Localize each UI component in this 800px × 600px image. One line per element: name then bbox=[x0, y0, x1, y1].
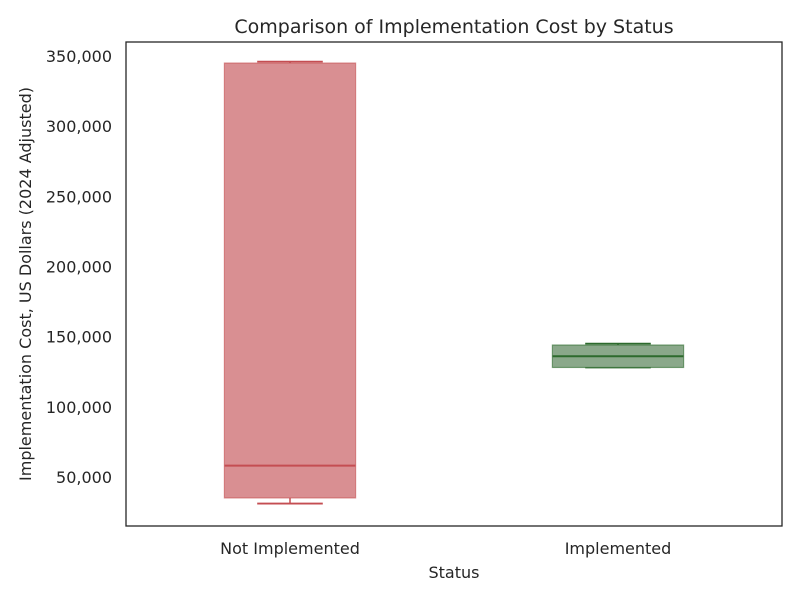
y-tick-label: 300,000 bbox=[46, 117, 112, 136]
box-series bbox=[223, 60, 685, 505]
y-tick-label: 250,000 bbox=[46, 187, 112, 206]
y-axis-ticks: 50,000 100,000 150,000 200,000 250,000 300,00… bbox=[46, 47, 112, 487]
iqr-box bbox=[223, 62, 357, 499]
x-axis-label: Status bbox=[429, 563, 480, 582]
box-group bbox=[551, 342, 685, 369]
x-axis-ticks: Not Implemented Implemented bbox=[220, 539, 671, 558]
y-tick-label: 100,000 bbox=[46, 398, 112, 417]
chart-title: Comparison of Implementation Cost by Sta… bbox=[234, 16, 673, 38]
plot-frame bbox=[125, 41, 783, 527]
x-tick-label: Not Implemented bbox=[220, 539, 360, 558]
x-tick-label: Implemented bbox=[565, 539, 672, 558]
y-tick-label: 200,000 bbox=[46, 257, 112, 276]
y-axis-label: Implementation Cost, US Dollars (2024 Ad… bbox=[16, 87, 35, 481]
y-tick-label: 50,000 bbox=[56, 468, 112, 487]
box-group bbox=[223, 60, 357, 505]
y-tick-label: 350,000 bbox=[46, 47, 112, 66]
y-tick-label: 150,000 bbox=[46, 328, 112, 347]
